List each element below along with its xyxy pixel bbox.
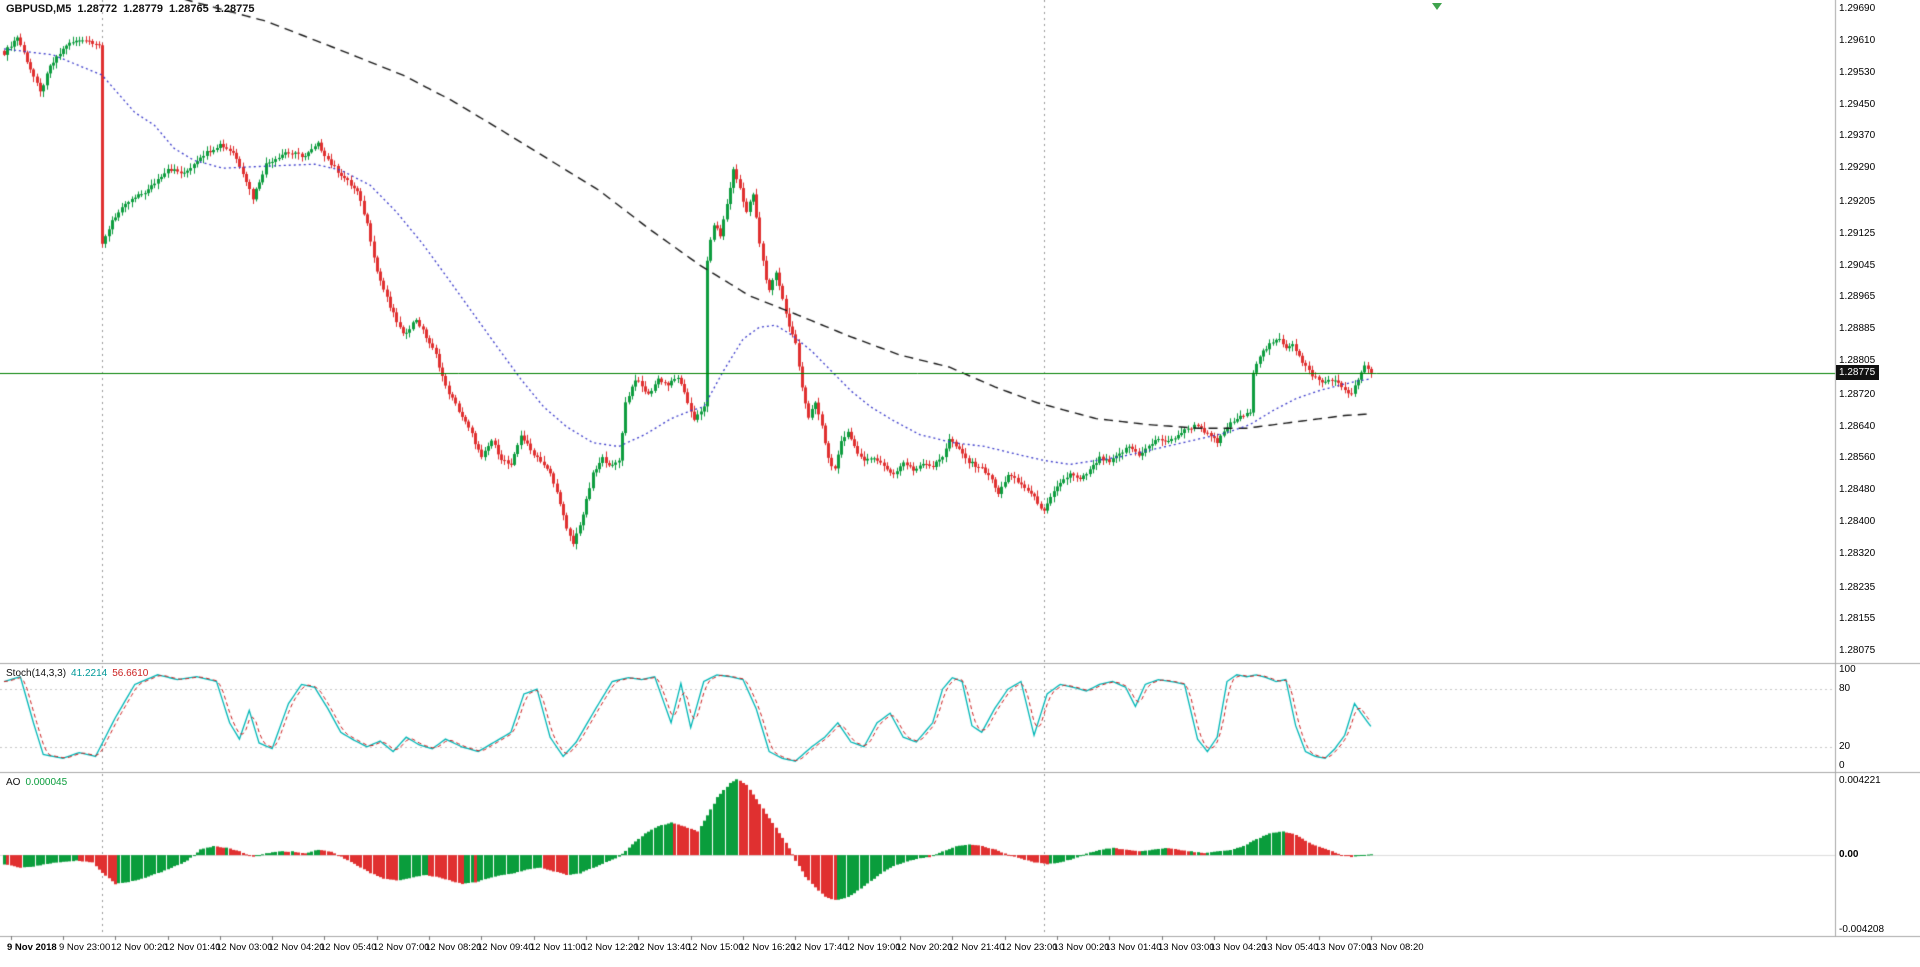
stoch-tick-label: 100: [1839, 664, 1856, 675]
price-tick-label: 1.28480: [1839, 484, 1876, 495]
time-tick-label: 9 Nov 2018: [7, 942, 57, 953]
time-tick-label: 13 Nov 03:00: [1158, 942, 1215, 953]
time-tick-label: 12 Nov 01:40: [164, 942, 221, 953]
chart-title: GBPUSD,M5 1.28772 1.28779 1.28765 1.28775: [6, 3, 260, 15]
stoch-tick-label: 80: [1839, 683, 1851, 694]
time-tick-label: 9 Nov 23:00: [59, 942, 111, 953]
ao-axis-min-label: -0.004208: [1839, 924, 1885, 935]
price-tick-label: 1.29045: [1839, 260, 1876, 271]
time-tick-label: 12 Nov 15:00: [687, 942, 744, 953]
time-tick-label: 12 Nov 07:00: [373, 942, 430, 953]
stoch-name-label: Stoch(14,3,3): [6, 668, 67, 679]
stoch-legend: Stoch(14,3,3) 41.2214 56.6610: [6, 668, 148, 679]
ohlc-close: 1.28775: [214, 3, 255, 15]
price-tick-label: 1.29690: [1839, 3, 1876, 14]
ao-value: 0.000045: [25, 777, 68, 788]
price-tick-label: 1.29290: [1839, 162, 1876, 173]
time-tick-label: 13 Nov 08:20: [1367, 942, 1424, 953]
time-tick-label: 12 Nov 08:20: [425, 942, 482, 953]
time-tick-label: 12 Nov 23:00: [1001, 942, 1058, 953]
ohlc-low: 1.28765: [168, 3, 209, 15]
time-tick-label: 12 Nov 04:20: [268, 942, 325, 953]
time-tick-label: 12 Nov 20:20: [896, 942, 953, 953]
ao-name-label: AO: [6, 777, 21, 788]
price-tick-label: 1.28720: [1839, 389, 1876, 400]
price-tick-label: 1.28320: [1839, 548, 1876, 559]
price-tick-label: 1.28235: [1839, 582, 1876, 593]
ohlc-open: 1.28772: [77, 3, 118, 15]
price-tick-label: 1.28885: [1839, 323, 1876, 334]
stoch-k-value: 41.2214: [71, 668, 108, 679]
price-tick-label: 1.28400: [1839, 516, 1876, 527]
price-tick-label: 1.28155: [1839, 613, 1876, 624]
time-tick-label: 12 Nov 13:40: [634, 942, 691, 953]
ao-legend: AO 0.000045: [6, 777, 67, 788]
stoch-d-value: 56.6610: [112, 668, 149, 679]
time-tick-label: 13 Nov 07:00: [1315, 942, 1372, 953]
price-tick-label: 1.28560: [1839, 452, 1876, 463]
time-tick-label: 12 Nov 09:40: [477, 942, 534, 953]
time-tick-label: 13 Nov 05:40: [1262, 942, 1319, 953]
time-tick-label: 12 Nov 12:20: [582, 942, 639, 953]
price-tick-label: 1.29450: [1839, 99, 1876, 110]
current-price-badge: 1.28775: [1836, 365, 1880, 380]
time-tick-label: 12 Nov 00:20: [111, 942, 168, 953]
ohlc-high: 1.28779: [123, 3, 163, 15]
time-tick-label: 13 Nov 04:20: [1210, 942, 1267, 953]
price-tick-label: 1.28640: [1839, 421, 1876, 432]
time-tick-label: 13 Nov 01:40: [1105, 942, 1162, 953]
price-tick-label: 1.28805: [1839, 355, 1876, 366]
price-tick-label: 1.28965: [1839, 291, 1876, 302]
price-tick-label: 1.29610: [1839, 35, 1876, 46]
chart-shift-marker-icon[interactable]: [1432, 3, 1442, 10]
time-tick-label: 12 Nov 19:00: [844, 942, 901, 953]
time-tick-label: 12 Nov 11:00: [530, 942, 586, 953]
time-tick-label: 13 Nov 00:20: [1053, 942, 1110, 953]
time-tick-label: 12 Nov 21:40: [948, 942, 1005, 953]
symbol-period-label: GBPUSD,M5: [6, 3, 72, 15]
stoch-tick-label: 20: [1839, 741, 1851, 752]
stoch-tick-label: 0: [1839, 760, 1845, 771]
ao-axis-zero-label: 0.00: [1839, 849, 1859, 860]
price-tick-label: 1.29530: [1839, 67, 1876, 78]
ao-axis-max-label: 0.004221: [1839, 775, 1881, 786]
time-tick-label: 12 Nov 17:40: [791, 942, 848, 953]
price-tick-label: 1.29125: [1839, 228, 1876, 239]
time-tick-label: 12 Nov 16:20: [739, 942, 796, 953]
price-tick-label: 1.29205: [1839, 196, 1876, 207]
price-tick-label: 1.28075: [1839, 645, 1876, 656]
price-tick-label: 1.29370: [1839, 130, 1876, 141]
time-tick-label: 12 Nov 05:40: [320, 942, 377, 953]
time-tick-label: 12 Nov 03:00: [216, 942, 273, 953]
